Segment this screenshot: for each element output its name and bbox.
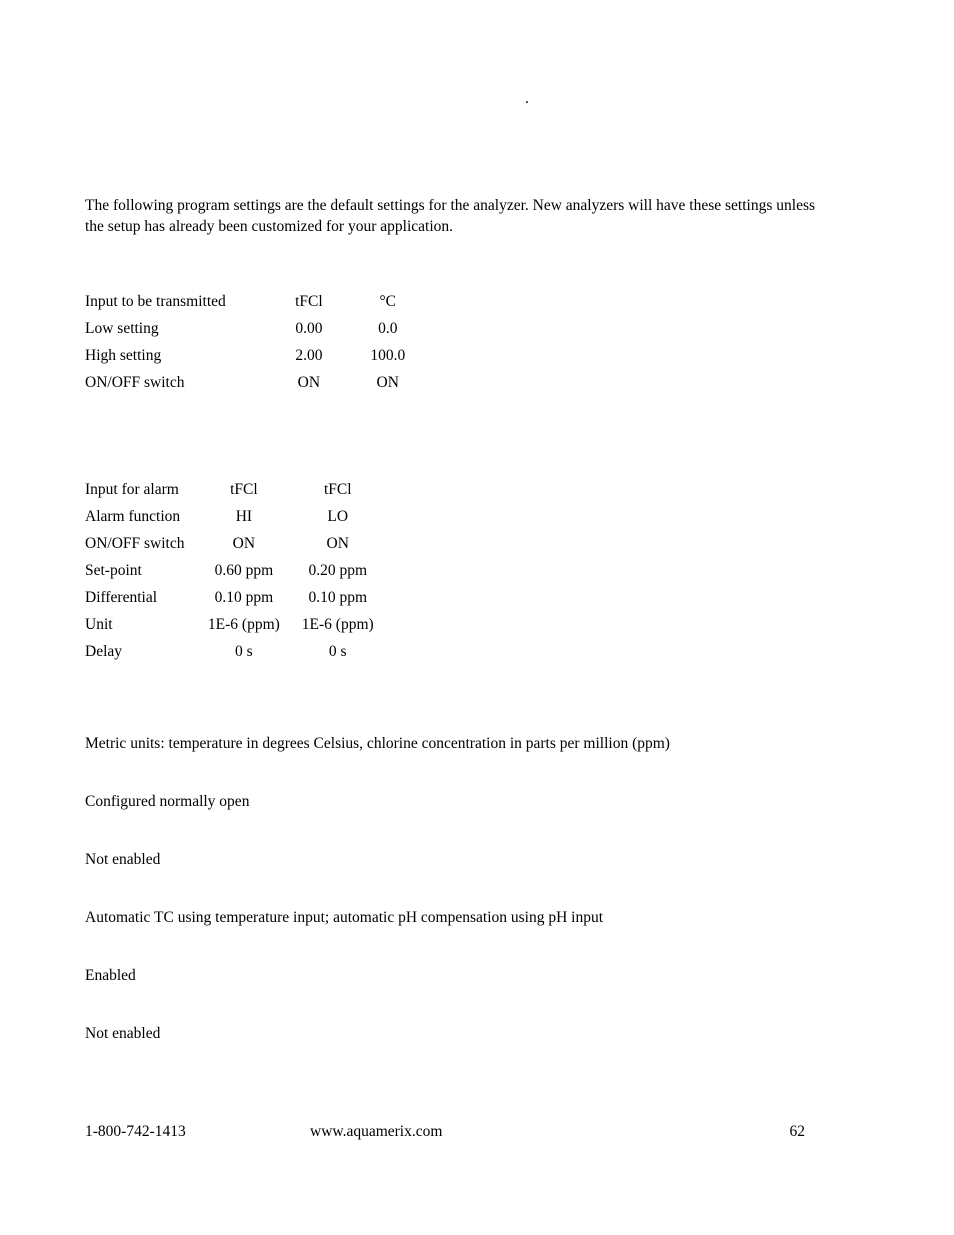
- row-cell: 0.10 ppm: [293, 584, 383, 611]
- header-dot: .: [525, 90, 529, 108]
- table-row: High setting 2.00 100.0: [85, 342, 423, 369]
- row-cell: 0 s: [293, 638, 383, 665]
- table-row: Differential 0.10 ppm 0.10 ppm: [85, 584, 383, 611]
- footer-page-number: 62: [790, 1123, 806, 1141]
- row-cell: 0.10 ppm: [199, 584, 289, 611]
- note-line: Automatic TC using temperature input; au…: [85, 908, 825, 929]
- row-label: Alarm function: [85, 503, 195, 530]
- row-label: ON/OFF switch: [85, 369, 275, 396]
- table-row: Input to be transmitted tFCl °C: [85, 288, 423, 315]
- row-cell: HI: [199, 503, 289, 530]
- table-row: Delay 0 s 0 s: [85, 638, 383, 665]
- row-cell: 0.00: [279, 315, 339, 342]
- row-cell: tFCl: [199, 476, 289, 503]
- table-row: ON/OFF switch ON ON: [85, 530, 383, 557]
- row-cell: tFCl: [279, 288, 339, 315]
- row-cell: ON: [279, 369, 339, 396]
- row-label: Input to be transmitted: [85, 288, 275, 315]
- row-cell: 0.60 ppm: [199, 557, 289, 584]
- note-line: Not enabled: [85, 850, 825, 871]
- row-label: High setting: [85, 342, 275, 369]
- row-cell: 1E-6 (ppm): [293, 611, 383, 638]
- row-cell: 0.20 ppm: [293, 557, 383, 584]
- table-row: Alarm function HI LO: [85, 503, 383, 530]
- note-line: Enabled: [85, 966, 825, 987]
- note-line: Not enabled: [85, 1024, 825, 1045]
- row-cell: ON: [353, 369, 423, 396]
- note-line: Metric units: temperature in degrees Cel…: [85, 734, 825, 755]
- row-label: Delay: [85, 638, 195, 665]
- row-label: Differential: [85, 584, 195, 611]
- row-cell: ON: [293, 530, 383, 557]
- row-cell: 100.0: [353, 342, 423, 369]
- row-label: ON/OFF switch: [85, 530, 195, 557]
- note-line: Configured normally open: [85, 792, 825, 813]
- row-cell: 0 s: [199, 638, 289, 665]
- row-label: Input for alarm: [85, 476, 195, 503]
- output-settings-table: Input to be transmitted tFCl °C Low sett…: [85, 288, 423, 396]
- table-row: Input for alarm tFCl tFCl: [85, 476, 383, 503]
- row-cell: tFCl: [293, 476, 383, 503]
- row-cell: 1E-6 (ppm): [199, 611, 289, 638]
- row-label: Unit: [85, 611, 195, 638]
- row-cell: 0.0: [353, 315, 423, 342]
- row-label: Set-point: [85, 557, 195, 584]
- table-row: Set-point 0.60 ppm 0.20 ppm: [85, 557, 383, 584]
- table-row: Unit 1E-6 (ppm) 1E-6 (ppm): [85, 611, 383, 638]
- intro-paragraph: The following program settings are the d…: [85, 196, 825, 238]
- footer-phone: 1-800-742-1413: [85, 1123, 186, 1141]
- footer-url: www.aquamerix.com: [310, 1123, 442, 1141]
- row-cell: °C: [353, 288, 423, 315]
- table-row: Low setting 0.00 0.0: [85, 315, 423, 342]
- row-cell: LO: [293, 503, 383, 530]
- row-label: Low setting: [85, 315, 275, 342]
- alarm-settings-table: Input for alarm tFCl tFCl Alarm function…: [85, 476, 383, 665]
- table-row: ON/OFF switch ON ON: [85, 369, 423, 396]
- row-cell: ON: [199, 530, 289, 557]
- row-cell: 2.00: [279, 342, 339, 369]
- notes-section: Metric units: temperature in degrees Cel…: [85, 734, 825, 1045]
